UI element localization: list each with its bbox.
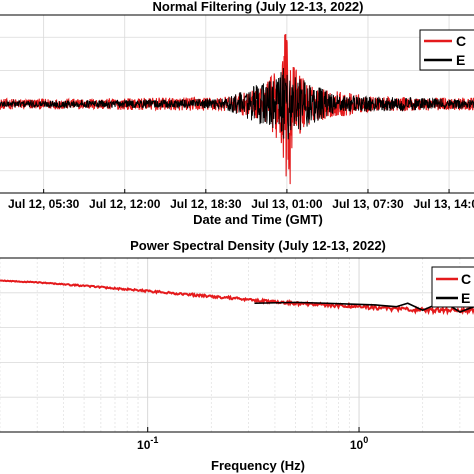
top-x-tick-label-1: Jul 12, 12:00 xyxy=(89,197,161,211)
bottom-series-line-c xyxy=(0,279,474,316)
top-x-tick-label-2: Jul 12, 18:30 xyxy=(170,197,242,211)
top-plot-frame xyxy=(0,14,474,194)
top-x-tick-labels: Jul 12, 05:30 Jul 12, 12:00 Jul 12, 18:30 J… xyxy=(8,189,474,211)
bottom-chart-title: Power Spectral Density (July 12-13, 2022… xyxy=(130,238,386,253)
top-series-line-e xyxy=(0,68,474,140)
top-x-tick-label-4: Jul 13, 07:30 xyxy=(332,197,404,211)
top-x-axis-label: Date and Time (GMT) xyxy=(193,212,323,227)
bottom-x-tick-label-0: 10-1 xyxy=(137,435,158,452)
bottom-x-tick-label-1: 100 xyxy=(350,435,368,452)
top-chart-title: Normal Filtering (July 12-13, 2022) xyxy=(153,0,364,14)
top-legend-label-c: C xyxy=(456,33,466,49)
bottom-series xyxy=(0,279,474,316)
top-series xyxy=(0,33,474,185)
bottom-legend: C E xyxy=(431,266,474,308)
bottom-grid xyxy=(0,258,474,432)
top-legend: C E xyxy=(419,29,474,71)
bottom-legend-label-c: C xyxy=(461,271,471,287)
top-x-tick-label-5: Jul 13, 14:00 xyxy=(413,197,474,211)
psd-panel: Power Spectral Density (July 12-13, 2022… xyxy=(0,238,474,473)
bottom-plot-frame xyxy=(0,257,474,433)
bottom-x-tick-labels: 10-1 100 xyxy=(137,427,368,452)
top-legend-box xyxy=(419,29,474,71)
time-series-panel: Normal Filtering (July 12-13, 2022) Jul … xyxy=(0,0,474,227)
top-x-tick-label-0: Jul 12, 05:30 xyxy=(8,197,80,211)
bottom-legend-box xyxy=(431,266,474,308)
bottom-x-axis-label: Frequency (Hz) xyxy=(211,458,305,473)
top-legend-label-e: E xyxy=(456,52,465,68)
top-x-tick-label-3: Jul 13, 01:00 xyxy=(251,197,323,211)
bottom-legend-label-e: E xyxy=(461,290,470,306)
